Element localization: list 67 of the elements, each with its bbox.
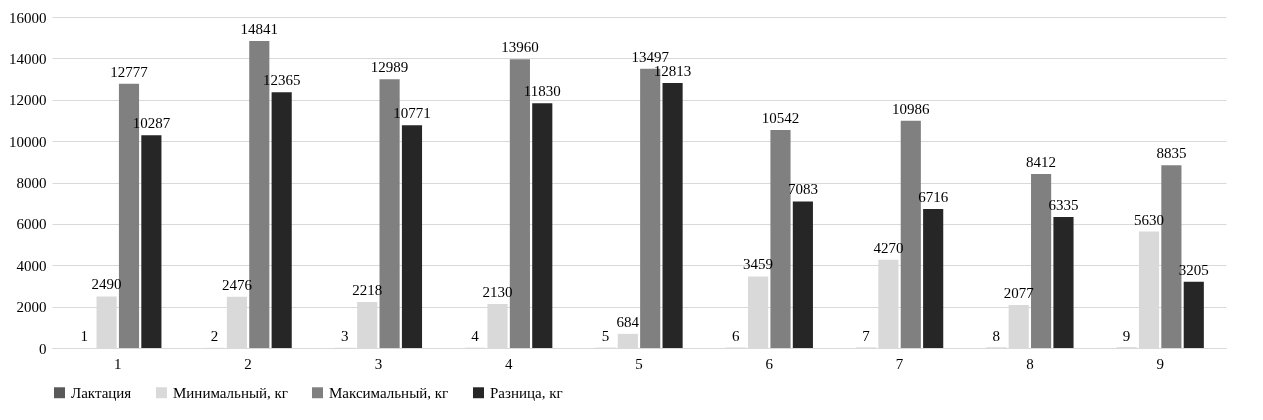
data-label: 13497 — [631, 48, 670, 65]
x-tick-label: 4 — [504, 355, 513, 372]
y-tick-label: 2000 — [16, 299, 47, 316]
data-label: 2476 — [221, 276, 253, 293]
data-label: 12777 — [110, 63, 149, 80]
data-label: 3205 — [1178, 261, 1209, 278]
data-label: 10542 — [761, 109, 800, 126]
data-label: 7 — [862, 327, 871, 344]
data-label: 2077 — [1003, 285, 1035, 302]
y-tick-label: 10000 — [9, 133, 47, 150]
data-label: 6716 — [918, 189, 949, 206]
data-label: 8835 — [1156, 145, 1187, 162]
x-tick-label: 1 — [114, 355, 122, 372]
y-tick-label: 8000 — [16, 175, 47, 191]
legend-label: Максимальный, кг — [329, 384, 449, 401]
bar — [1183, 281, 1204, 348]
x-tick-label: 9 — [1156, 355, 1164, 372]
x-tick-label: 7 — [895, 355, 904, 372]
data-label: 6335 — [1048, 196, 1079, 213]
data-label: 2490 — [91, 276, 122, 293]
data-label: 5 — [601, 327, 610, 344]
x-tick-label: 3 — [374, 355, 383, 372]
data-label: 2 — [210, 327, 219, 344]
data-label: 10986 — [892, 100, 931, 117]
legend-label: Минимальный, кг — [173, 384, 288, 401]
data-label: 5630 — [1134, 211, 1165, 228]
data-label: 13960 — [501, 39, 539, 56]
data-label: 10771 — [393, 105, 431, 122]
bar — [662, 82, 683, 348]
data-label: 684 — [616, 313, 640, 330]
legend-label: Разница, кг — [490, 384, 563, 401]
bar — [271, 92, 292, 348]
data-label: 3 — [341, 327, 349, 344]
data-label: 8412 — [1026, 153, 1057, 170]
bar — [532, 103, 553, 348]
data-label: 8 — [992, 327, 1001, 344]
y-tick-label: 0 — [39, 340, 47, 357]
y-tick-label: 4000 — [16, 257, 47, 274]
data-label: 12365 — [262, 72, 301, 89]
data-label: 11830 — [523, 83, 561, 100]
bar — [923, 209, 944, 348]
data-label: 2130 — [482, 283, 513, 300]
data-label: 6 — [731, 327, 740, 344]
data-label: 3459 — [743, 256, 774, 273]
data-label: 4270 — [873, 239, 904, 256]
data-label: 1 — [80, 327, 88, 344]
x-tick-label: 6 — [765, 355, 774, 372]
data-label: 2218 — [352, 282, 383, 299]
data-label: 10287 — [132, 115, 171, 132]
bar — [141, 135, 162, 348]
data-label: 7083 — [787, 181, 818, 198]
y-tick-label: 12000 — [9, 92, 47, 109]
y-tick-label: 6000 — [16, 216, 47, 233]
data-label: 12989 — [370, 59, 409, 76]
data-label: 4 — [471, 327, 480, 344]
bar — [1053, 216, 1074, 348]
x-tick-label: 2 — [244, 355, 252, 372]
y-tick-label: 16000 — [9, 9, 47, 26]
legend-label: Лактация — [71, 384, 132, 401]
data-label: 9 — [1122, 327, 1131, 344]
bar — [792, 201, 813, 348]
data-label: 14841 — [240, 20, 279, 37]
y-tick-label: 14000 — [9, 50, 47, 67]
data-label: 12813 — [653, 62, 692, 79]
x-tick-label: 8 — [1026, 355, 1034, 372]
bar — [401, 125, 423, 348]
x-tick-label: 5 — [635, 355, 643, 372]
